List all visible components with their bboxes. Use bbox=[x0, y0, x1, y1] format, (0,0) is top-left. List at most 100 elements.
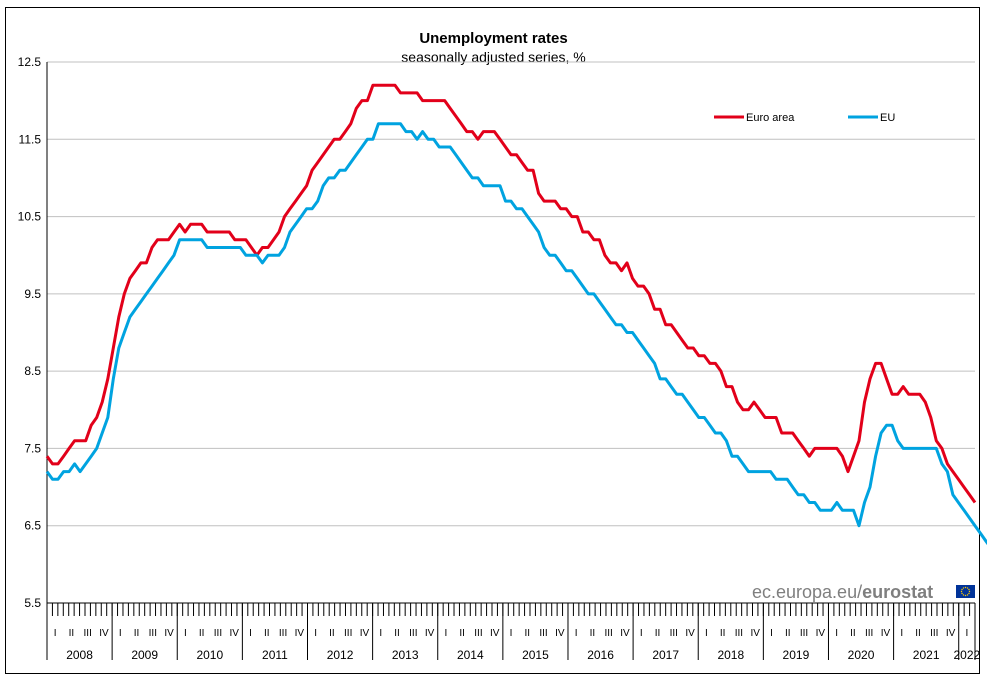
year-label: 2009 bbox=[131, 648, 158, 662]
quarter-label: I bbox=[640, 628, 643, 639]
quarter-label: IV bbox=[816, 628, 826, 639]
year-label: 2012 bbox=[327, 648, 354, 662]
flag-star bbox=[964, 586, 967, 589]
quarter-label: III bbox=[84, 628, 92, 639]
flag-star bbox=[964, 594, 967, 597]
quarter-label: II bbox=[720, 628, 726, 639]
quarter-label: II bbox=[915, 628, 921, 639]
series-line-eu bbox=[45, 122, 987, 546]
quarter-label: I bbox=[510, 628, 513, 639]
quarter-label: III bbox=[735, 628, 743, 639]
quarter-label: II bbox=[394, 628, 400, 639]
legend-label: Euro area bbox=[746, 112, 795, 124]
quarter-label: II bbox=[459, 628, 465, 639]
y-tick-label: 10.5 bbox=[18, 210, 42, 224]
quarter-label: III bbox=[800, 628, 808, 639]
y-tick-label: 8.5 bbox=[24, 364, 41, 378]
year-label: 2014 bbox=[457, 648, 484, 662]
y-tick-label: 12.5 bbox=[18, 55, 42, 69]
quarter-label: IV bbox=[685, 628, 695, 639]
year-label: 2018 bbox=[717, 648, 744, 662]
quarter-label: IV bbox=[230, 628, 240, 639]
year-label: 2019 bbox=[783, 648, 810, 662]
legend-label: EU bbox=[880, 112, 895, 124]
year-label: 2021 bbox=[913, 648, 940, 662]
y-axis-ticks: 12.5 11.5 10.5 9.5 8.5 7.5 6.5 5.5 bbox=[18, 55, 42, 610]
eu-flag-icon bbox=[956, 585, 975, 598]
quarter-label: III bbox=[149, 628, 157, 639]
quarter-label: II bbox=[590, 628, 596, 639]
flag-star bbox=[968, 588, 970, 591]
quarter-label: II bbox=[655, 628, 661, 639]
quarter-label: IV bbox=[295, 628, 305, 639]
year-label: 2017 bbox=[652, 648, 679, 662]
quarter-label: II bbox=[329, 628, 335, 639]
flag-star bbox=[968, 592, 970, 595]
quarter-label: IV bbox=[555, 628, 565, 639]
quarter-label: II bbox=[264, 628, 270, 639]
y-tick-label: 5.5 bbox=[24, 596, 41, 610]
quarter-label: III bbox=[409, 628, 417, 639]
quarter-label: I bbox=[900, 628, 903, 639]
quarter-label: III bbox=[214, 628, 222, 639]
quarter-label: III bbox=[605, 628, 613, 639]
quarter-label: IV bbox=[620, 628, 630, 639]
quarter-label: IV bbox=[425, 628, 435, 639]
quarter-label: IV bbox=[946, 628, 956, 639]
year-label: 2011 bbox=[262, 648, 288, 662]
quarter-label: I bbox=[379, 628, 382, 639]
quarter-label: III bbox=[930, 628, 938, 639]
flag-star bbox=[960, 590, 963, 593]
flag-star bbox=[961, 588, 963, 591]
quarter-label: II bbox=[785, 628, 791, 639]
quarter-label: II bbox=[134, 628, 140, 639]
quarter-label: I bbox=[119, 628, 122, 639]
quarter-label: I bbox=[184, 628, 187, 639]
y-tick-label: 11.5 bbox=[19, 132, 42, 146]
flag-star bbox=[966, 594, 969, 596]
quarter-label: IV bbox=[99, 628, 109, 639]
quarter-label: III bbox=[279, 628, 287, 639]
quarter-label: III bbox=[865, 628, 873, 639]
year-label: 2008 bbox=[66, 648, 93, 662]
year-label: 2015 bbox=[522, 648, 549, 662]
quarter-label: IV bbox=[164, 628, 174, 639]
quarter-label: I bbox=[575, 628, 578, 639]
quarter-label: I bbox=[770, 628, 773, 639]
x-axis: I II III IV I II III IV I II III IV I II III IV I II III IV… bbox=[46, 62, 981, 662]
flag-star bbox=[962, 587, 965, 589]
chart-title: Unemployment rates bbox=[419, 30, 568, 47]
y-tick-label: 6.5 bbox=[24, 519, 41, 533]
quarter-label: I bbox=[705, 628, 708, 639]
quarter-label: II bbox=[199, 628, 205, 639]
flag-star bbox=[966, 587, 969, 589]
year-label: 2016 bbox=[587, 648, 614, 662]
quarter-label: I bbox=[444, 628, 447, 639]
series-lines bbox=[45, 83, 987, 546]
quarter-label: I bbox=[249, 628, 252, 639]
flag-star bbox=[961, 592, 963, 595]
flag-star bbox=[962, 594, 965, 596]
quarter-label: I bbox=[965, 628, 968, 639]
quarter-label: IV bbox=[490, 628, 500, 639]
quarter-label: IV bbox=[750, 628, 760, 639]
quarter-label: II bbox=[524, 628, 530, 639]
year-label: 2013 bbox=[392, 648, 419, 662]
year-label: 2020 bbox=[848, 648, 875, 662]
quarter-label: III bbox=[474, 628, 482, 639]
year-label: 2010 bbox=[196, 648, 223, 662]
gridlines bbox=[47, 61, 975, 527]
y-tick-label: 7.5 bbox=[24, 441, 41, 455]
year-label: 2022 bbox=[954, 648, 981, 662]
y-tick-label: 9.5 bbox=[24, 287, 41, 301]
quarter-label: I bbox=[54, 628, 57, 639]
chart-frame bbox=[5, 7, 980, 674]
source-label[interactable]: ec.europa.eu/eurostat bbox=[752, 582, 934, 602]
quarter-label: II bbox=[69, 628, 75, 639]
flag-star bbox=[968, 590, 971, 593]
quarter-label: III bbox=[670, 628, 678, 639]
quarter-label: III bbox=[344, 628, 352, 639]
quarter-label: II bbox=[850, 628, 856, 639]
quarter-label: I bbox=[314, 628, 317, 639]
